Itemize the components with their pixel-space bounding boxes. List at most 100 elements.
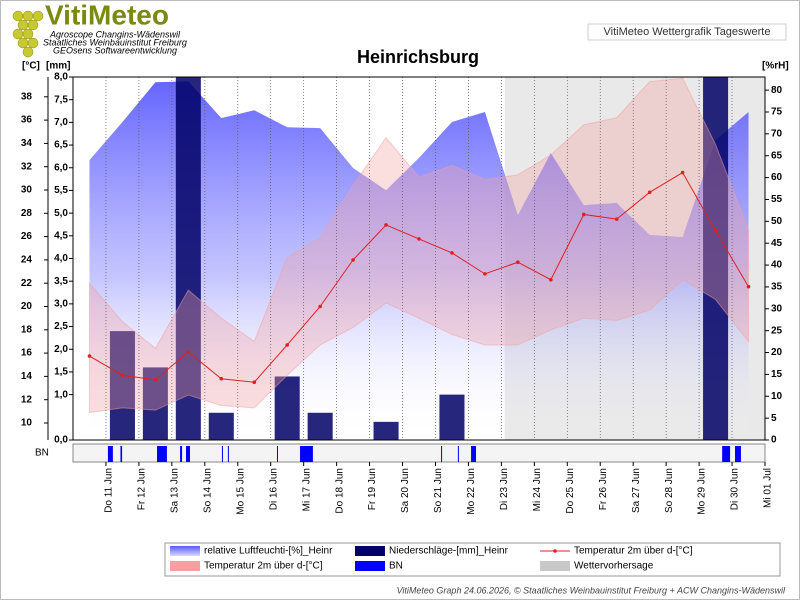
- humidity-area: [89, 81, 749, 440]
- y2-tick-label: 75: [771, 107, 783, 118]
- precip-bar: [307, 412, 333, 440]
- y2-tick-label: 60: [771, 172, 783, 183]
- y-tick-label: 20: [21, 301, 33, 312]
- y3-tick-label: 6,0: [54, 162, 68, 173]
- footer: VitiMeteo Graph 24.06.2026, © Staatliche…: [397, 585, 786, 595]
- y-tick-label: 34: [21, 138, 33, 149]
- legend-item: Wettervorhersage: [540, 561, 654, 572]
- precip-bar: [208, 412, 234, 440]
- x-tick-label: Sa 27 Jun: [631, 468, 642, 513]
- x-tick-label: Fr 19 Jun: [367, 468, 378, 510]
- x-tick-label: Mo 22 Jun: [466, 468, 477, 515]
- badge: VitiMeteo Wettergrafik Tageswerte: [604, 26, 771, 38]
- y3-tick-label: 7,5: [54, 94, 68, 105]
- y-tick-label: 14: [21, 371, 33, 382]
- y-tick-label: 16: [21, 348, 33, 359]
- x-tick-label: Di 23 Jun: [499, 468, 510, 510]
- y2-tick-label: 15: [771, 369, 783, 380]
- y-tick-label: 12: [21, 394, 33, 405]
- bn-period: [186, 446, 190, 462]
- y2-tick-label: 0: [771, 435, 777, 446]
- legend-item: Temperatur 2m über d-[°C]: [540, 546, 693, 557]
- legend-box: [164, 542, 781, 577]
- y2-tick-label: 20: [771, 347, 783, 358]
- temperature-point: [549, 277, 553, 282]
- y3-tick-label: 8,0: [54, 72, 68, 83]
- temperature-point: [713, 228, 718, 233]
- bn-period: [300, 446, 313, 462]
- y3-tick-label: 5,5: [54, 185, 68, 196]
- legend-swatch: [170, 561, 200, 571]
- y2-tick-label: 65: [771, 150, 783, 161]
- legend-label: Temperatur 2m über d-[°C]: [574, 546, 693, 557]
- temperature-point: [417, 237, 421, 241]
- legend-label: Niederschläge-[mm]_Heinr: [389, 546, 509, 557]
- temperature-point: [450, 251, 454, 255]
- y2-tick-label: 50: [771, 216, 783, 227]
- bn-period: [227, 446, 229, 462]
- temperature-point: [252, 380, 257, 385]
- logo-line: Staatliches Weinbauinstitut Freiburg: [43, 37, 187, 47]
- legend-swatch: [355, 546, 385, 556]
- y2-axis-label: [%rH]: [762, 61, 789, 72]
- temperature-point: [186, 350, 191, 354]
- badge-box: [587, 23, 787, 41]
- x-tick-label: So 14 Jun: [202, 468, 213, 513]
- temperature-point: [285, 343, 289, 347]
- x-tick-label: Mi 01 Jul: [763, 468, 774, 508]
- y3-tick-label: 6,5: [54, 140, 68, 151]
- temperature-point: [318, 304, 322, 309]
- y3-tick-label: 2,5: [54, 321, 68, 332]
- y3-tick-label: 4,5: [54, 230, 68, 241]
- y2-tick-label: 80: [771, 85, 783, 96]
- temperature-point: [219, 376, 224, 381]
- temperature-point: [153, 378, 158, 382]
- x-tick-label: Fr 12 Jun: [137, 468, 148, 510]
- y-tick-label: 26: [21, 231, 33, 242]
- y-tick-label: 24: [21, 255, 33, 266]
- bn-label: BN: [35, 448, 49, 459]
- temperature-point: [120, 373, 125, 378]
- x-tick-label: Mi 24 Jun: [532, 468, 543, 511]
- y2-tick-label: 25: [771, 325, 783, 336]
- temperature-point: [87, 354, 92, 358]
- x-tick-label: Mo 15 Jun: [235, 468, 246, 515]
- temperature-point: [647, 190, 652, 195]
- bn-period: [471, 446, 477, 462]
- bn-period: [441, 446, 443, 462]
- precip-bar: [274, 376, 300, 440]
- legend-swatch: [553, 549, 557, 553]
- y3-tick-label: 2,0: [54, 344, 68, 355]
- y3-tick-label: 0,0: [54, 435, 68, 446]
- legend-label: BN: [389, 561, 403, 572]
- y3-axis-label: [mm]: [46, 61, 70, 72]
- precip-bar: [175, 77, 201, 440]
- y-tick-label: 10: [21, 418, 33, 429]
- bn-strip: [72, 443, 766, 463]
- bn-period: [157, 446, 167, 462]
- x-tick-label: Fr 26 Jun: [598, 468, 609, 510]
- legend-swatch: [540, 561, 570, 571]
- y-tick-label: 32: [21, 161, 33, 172]
- x-tick-label: Do 11 Jun: [104, 468, 115, 513]
- y2-tick-label: 55: [771, 194, 783, 205]
- x-tick-label: So 21 Jun: [433, 468, 444, 513]
- x-tick-label: Di 30 Jun: [730, 468, 741, 510]
- x-tick-label: Do 18 Jun: [334, 468, 345, 514]
- bn-period: [107, 446, 113, 462]
- logo-text: VitiMeteo: [45, 0, 169, 30]
- temperature-point: [680, 170, 685, 175]
- y3-tick-label: 3,5: [54, 276, 68, 287]
- y2-tick-label: 40: [771, 260, 783, 271]
- legend-item: Temperatur 2m über d-[°C]: [170, 561, 323, 572]
- precip-bar: [439, 394, 465, 440]
- y2-tick-label: 30: [771, 303, 783, 314]
- precip-bar: [703, 77, 729, 440]
- y2-tick-label: 45: [771, 238, 783, 249]
- temperature-point: [746, 284, 751, 289]
- precip-bar: [373, 421, 399, 440]
- bn-period: [221, 446, 223, 462]
- y-axis-label: [°C]: [22, 61, 40, 72]
- y3-tick-label: 7,0: [54, 117, 68, 128]
